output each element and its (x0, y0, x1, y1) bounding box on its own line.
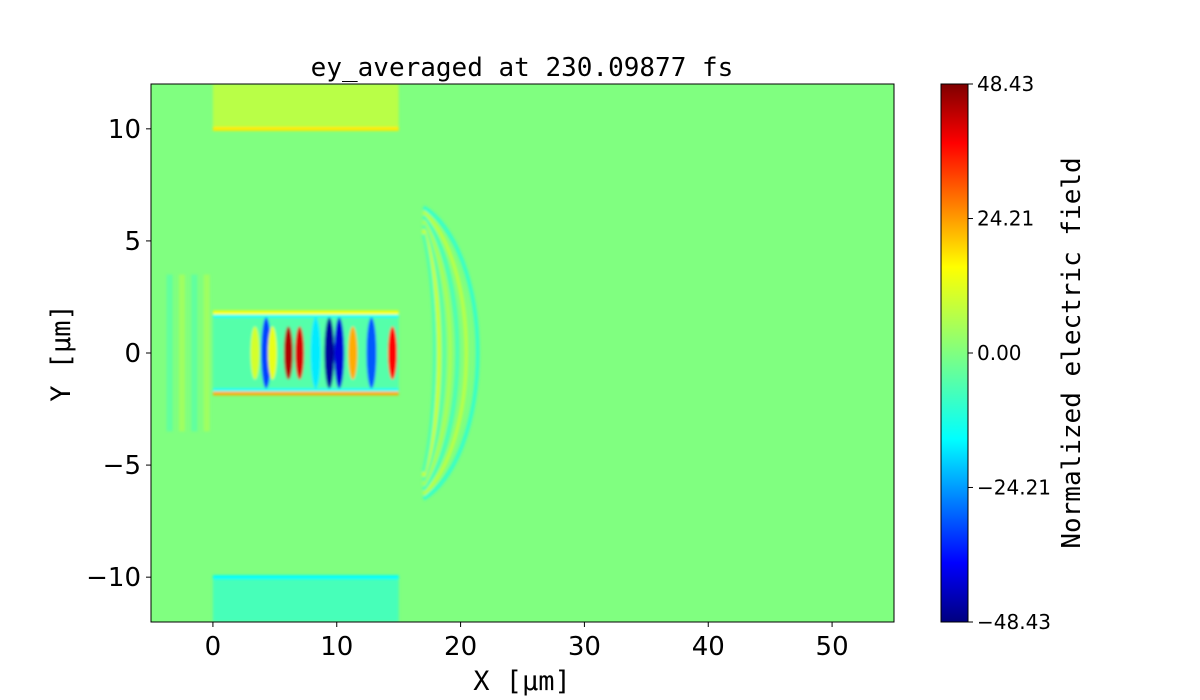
lower-bar-region (212, 577, 399, 622)
x-axis: 0 10 20 30 40 50 (205, 622, 849, 662)
colorbar-label: Normalized electric field (1057, 157, 1087, 548)
y-tick-label: −10 (86, 563, 141, 593)
y-tick-label: 5 (124, 227, 141, 257)
wavefront-arc (421, 214, 460, 492)
channel-bottom-wall (212, 391, 399, 396)
upper-bar-region (212, 84, 399, 129)
channel-bottom-wall-inner (212, 388, 399, 392)
colorbar-tick-label: 24.21 (977, 207, 1034, 231)
x-tick-label: 0 (205, 632, 222, 662)
ripple (166, 274, 173, 432)
lower-bar-edge (212, 575, 399, 580)
wavefront-arc (421, 224, 447, 482)
x-tick-label: 10 (320, 632, 353, 662)
x-tick-label: 20 (444, 632, 477, 662)
colorbar-tick-label: 0.00 (977, 341, 1022, 365)
ripple (203, 274, 210, 432)
cold-stripe (261, 317, 272, 389)
hot-stripe (283, 326, 293, 380)
plot-area (151, 84, 894, 622)
channel-top-wall (212, 310, 399, 315)
colorbar-tick-label: −48.43 (977, 610, 1051, 634)
ripple (191, 274, 198, 432)
y-axis-label: Y [μm] (46, 304, 77, 402)
hot-stripe (348, 326, 358, 380)
y-tick-label: 0 (124, 339, 141, 369)
y-axis: −10 −5 0 5 10 (86, 115, 151, 593)
chart-title: ey_averaged at 230.09877 fs (311, 53, 734, 83)
x-axis-label: X [μm] (473, 666, 571, 697)
cold-stripe (324, 317, 335, 389)
wavefront-arc (421, 219, 453, 487)
x-tick-label: 50 (816, 632, 849, 662)
hot-stripe (250, 326, 260, 380)
colorbar-tick-label: 48.43 (977, 72, 1034, 96)
hot-stripe (295, 326, 305, 380)
wavefront-arc (421, 229, 442, 477)
upper-bar-edge (212, 126, 399, 131)
wavefront-arc (422, 210, 469, 496)
y-tick-label: 10 (108, 115, 141, 145)
hot-stripe (387, 326, 397, 380)
hot-stripe (267, 326, 277, 380)
wavefront-arc (421, 233, 437, 473)
x-tick-label: 30 (568, 632, 601, 662)
wavefront-arc (422, 205, 480, 501)
y-tick-label: −5 (103, 451, 141, 481)
colorbar-tick-label: −24.21 (977, 475, 1051, 499)
cold-stripe (334, 317, 345, 389)
cold-stripe (366, 317, 377, 389)
x-tick-label: 40 (692, 632, 725, 662)
channel-top-wall-inner (212, 314, 399, 318)
cold-stripe (310, 317, 321, 389)
ripple (178, 274, 185, 432)
colorbar-ticks: 48.43 24.21 0.00 −24.21 −48.43 (968, 72, 1051, 634)
colorbar (940, 83, 969, 623)
